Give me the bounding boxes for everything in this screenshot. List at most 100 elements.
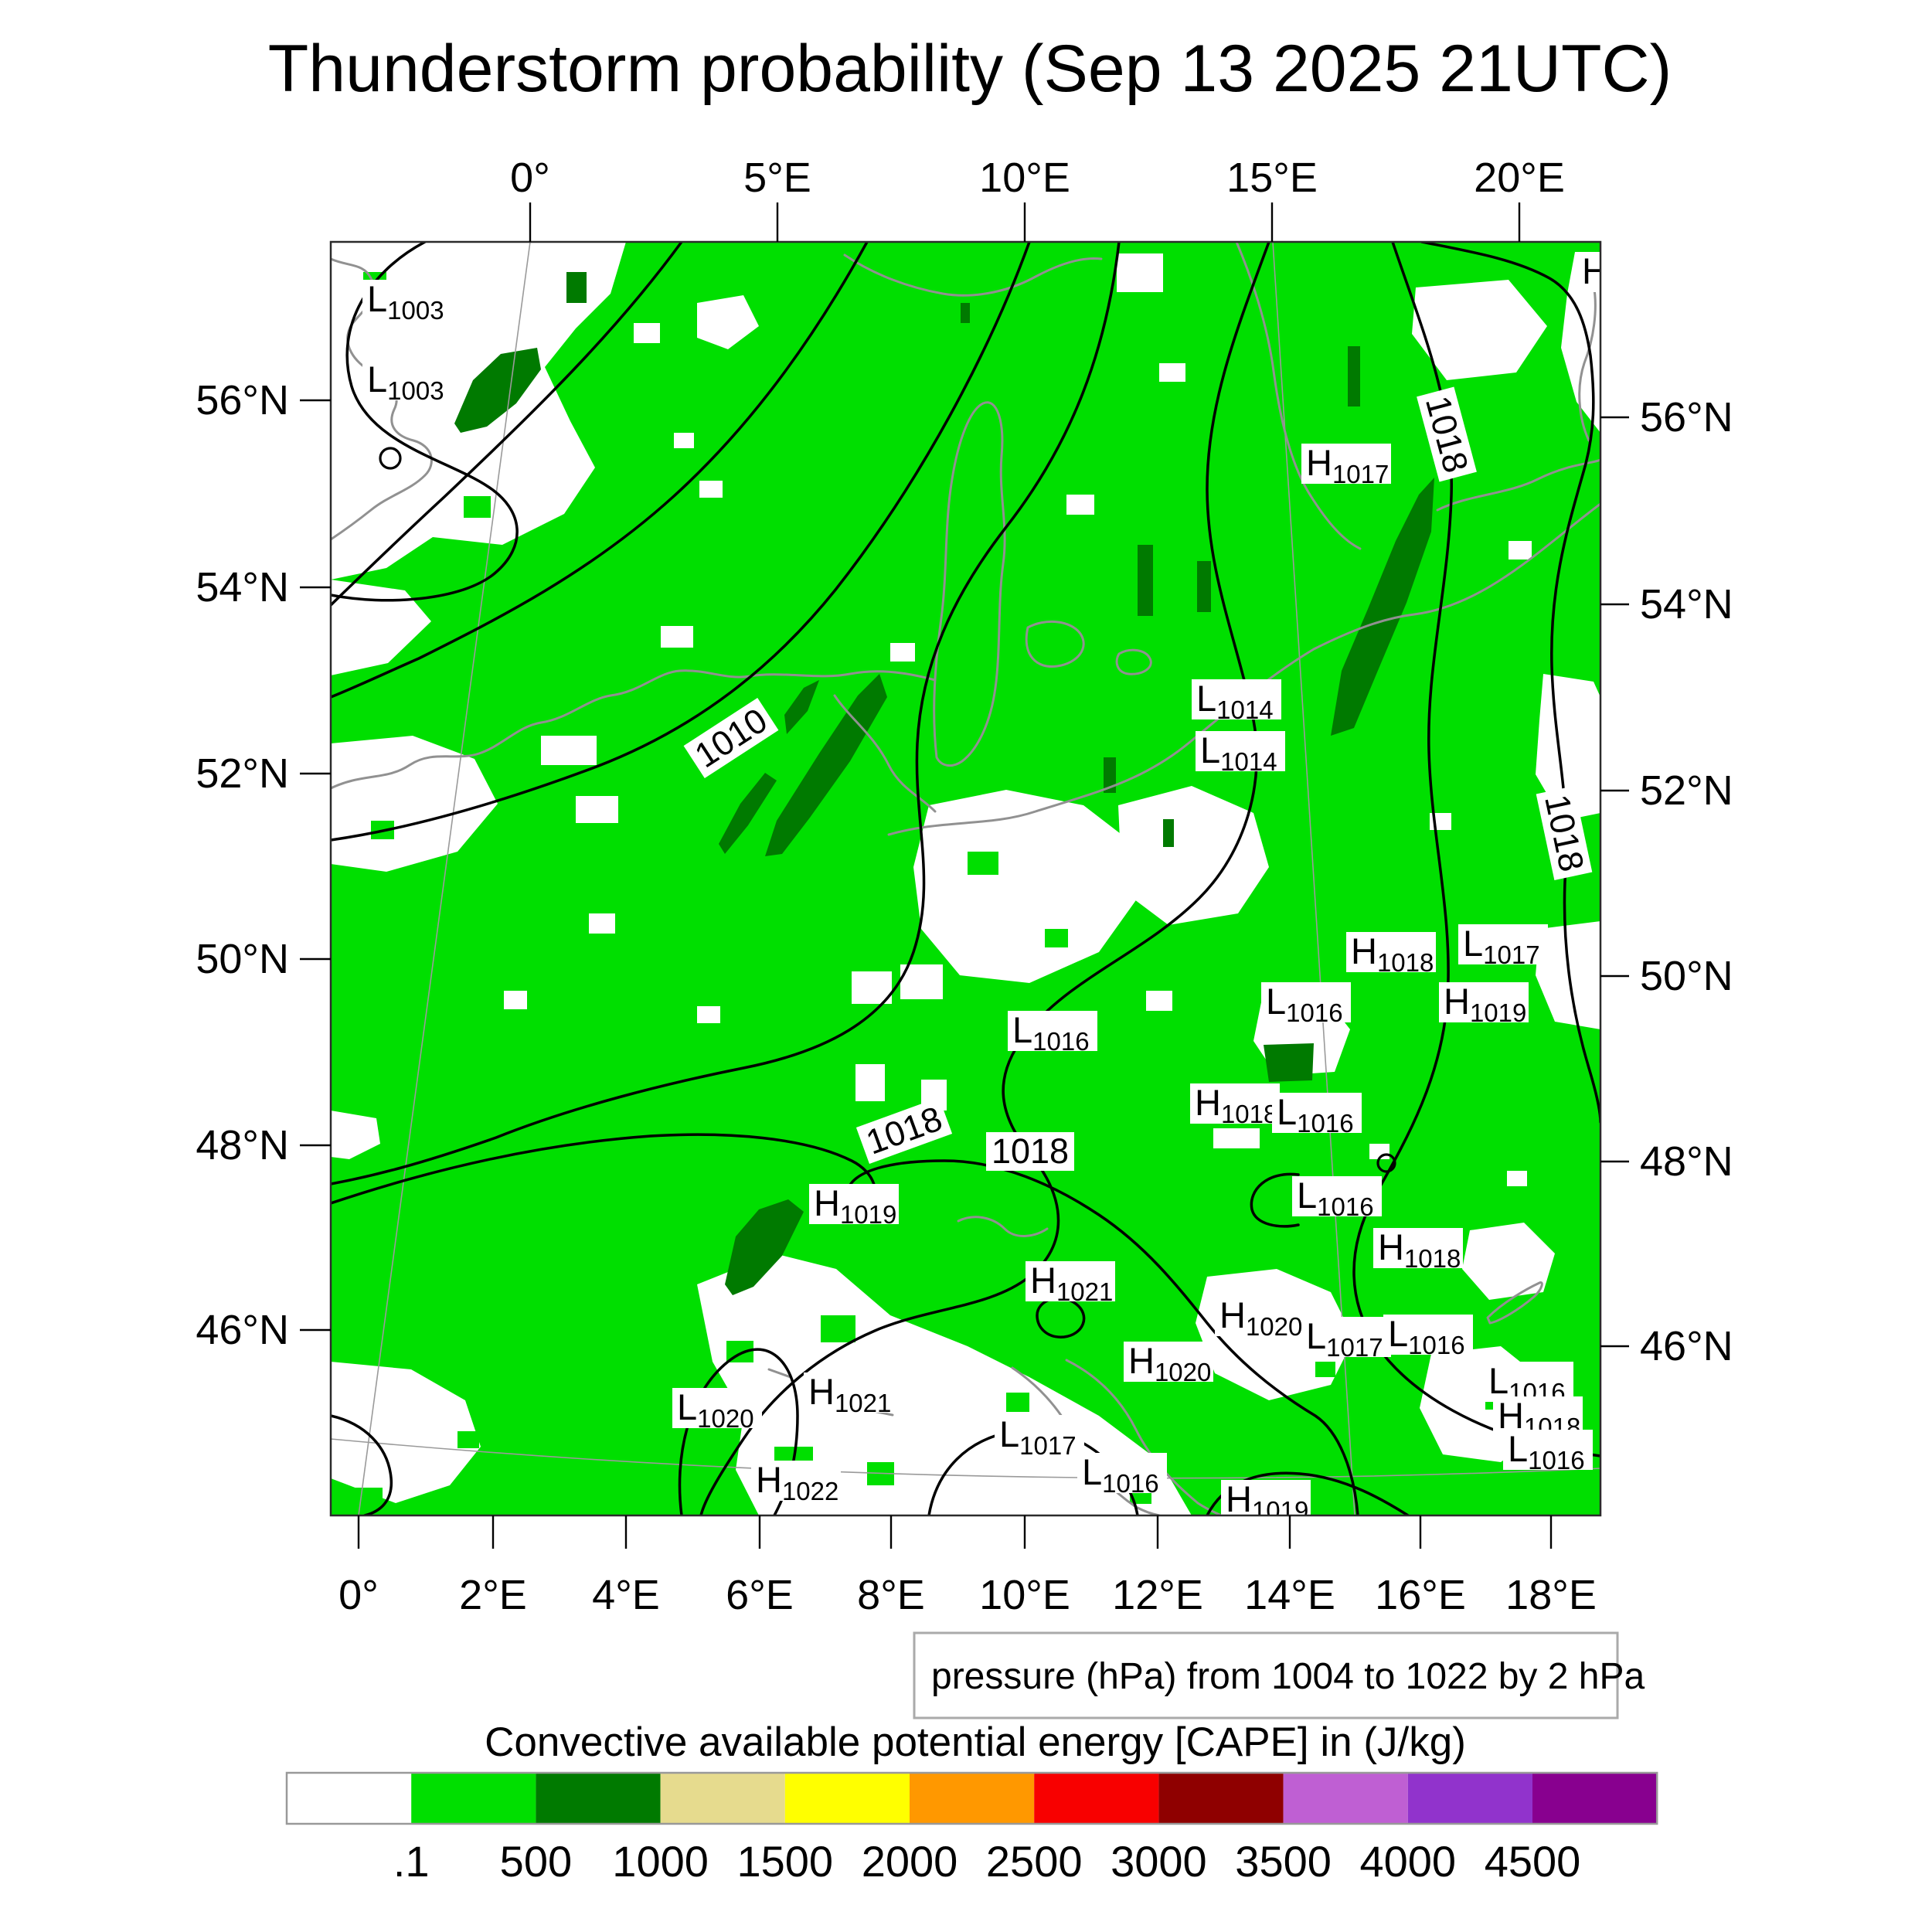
colorbar-outline	[285, 1771, 1658, 1825]
pressure-center-H1019: H1019	[1439, 981, 1529, 1027]
pressure-label-box	[1272, 1093, 1362, 1133]
pressure-center-H1022: H1022	[751, 1459, 841, 1505]
pressure-center-L1017: L1017	[1301, 1315, 1391, 1362]
coastline-sweden-west	[1235, 242, 1362, 550]
pressure-label-box	[1008, 1011, 1097, 1051]
right-axis-label: 50°N	[1640, 953, 1733, 999]
pressure-label-text: H1021	[808, 1371, 891, 1417]
isobar-label-1018: 1018	[986, 1131, 1074, 1171]
bottom-axis-label: 8°E	[857, 1572, 925, 1618]
bottom-axis-label: 16°E	[1375, 1572, 1466, 1618]
isobar-closed-small-2	[1376, 1153, 1396, 1173]
pressure-center-H1019: H1019	[1221, 1478, 1311, 1525]
pressure-label-text: L1017	[1463, 923, 1540, 969]
pressure-note-box	[913, 1631, 1619, 1719]
pressure-center-L1003: L1003	[362, 359, 452, 405]
pressure-label-box	[995, 1415, 1084, 1455]
right-axis-label: 54°N	[1640, 581, 1733, 628]
pressure-center-L1016: L1016	[1292, 1175, 1382, 1221]
pressure-label-text: H1019	[1226, 1478, 1308, 1525]
pressure-center-H1021: H1021	[804, 1371, 893, 1417]
isobar-1022-corner	[331, 1414, 393, 1515]
pressure-center-H1020: H1020	[1124, 1340, 1213, 1386]
colorbar-cell-7	[1158, 1773, 1284, 1824]
left-axis-label: 48°N	[196, 1122, 289, 1168]
colorbar-tick-label: 3500	[1235, 1837, 1332, 1886]
isobar-1018-far-east	[1420, 242, 1600, 1124]
colorbar: .1 500 1000 1500 2000 2500 3000 3500 4000 4500	[285, 1771, 1658, 1886]
pressure-center-H: H	[1577, 250, 1600, 292]
coastline-river	[957, 1216, 1049, 1237]
right-axis-label: 52°N	[1640, 767, 1733, 814]
pressure-label-text: L1014	[1196, 678, 1274, 724]
pressure-center-H1018: H1018	[1346, 930, 1436, 977]
pressure-label-box	[362, 360, 452, 400]
pressure-label-text: H1021	[1030, 1260, 1113, 1306]
coastline-sweden-south	[843, 253, 1103, 297]
pressure-label-text: L1020	[677, 1386, 754, 1433]
left-axis-label: 50°N	[196, 936, 289, 982]
meridian-0E	[358, 242, 531, 1515]
pressure-note-text: pressure (hPa) from 1004 to 1022 by 2 hP…	[931, 1656, 1645, 1697]
right-axis-label: 48°N	[1640, 1138, 1733, 1185]
coastline-lake-balaton	[1486, 1281, 1543, 1325]
pressure-label-text: H1018	[1378, 1226, 1461, 1273]
colorbar-tick-label: 4500	[1485, 1837, 1581, 1886]
bottom-axis-label: 0°	[338, 1572, 379, 1618]
pressure-label-text: H1022	[756, 1459, 838, 1505]
pressure-label-text: L1016	[1508, 1428, 1585, 1475]
pressure-label-box	[1301, 1317, 1391, 1357]
pressure-center-L1016: L1016	[1272, 1091, 1362, 1138]
coastline-vistula	[1578, 283, 1597, 442]
pressure-center-L1003: L1003	[362, 278, 452, 325]
pressure-center-H1018: H1018	[1373, 1226, 1463, 1273]
colorbar-cell-3	[660, 1773, 785, 1824]
top-axis-label: 15°E	[1226, 155, 1318, 201]
pressure-center-L1016: L1016	[1008, 1009, 1097, 1056]
pressure-center-L1020: L1020	[672, 1386, 762, 1433]
colorbar-tick-label: 2500	[986, 1837, 1083, 1886]
pressure-label-text: L1016	[1388, 1313, 1465, 1359]
isobar-1018-south	[331, 1133, 1359, 1515]
pressure-note: pressure (hPa) from 1004 to 1022 by 2 hP…	[913, 1631, 1645, 1719]
pressure-label-box	[1196, 731, 1285, 771]
pressure-label-text: H1019	[1444, 981, 1526, 1027]
bottom-axis-label: 12°E	[1112, 1572, 1203, 1618]
pressure-label-box	[1261, 982, 1351, 1022]
graticule-lines	[331, 242, 1600, 1515]
colorbar-tick-label: 500	[500, 1837, 572, 1886]
colorbar-cell-6	[1034, 1773, 1159, 1824]
colorbar-tick-label: 1000	[612, 1837, 709, 1886]
pressure-label-box	[1373, 1228, 1463, 1268]
pressure-center-H1018: H1018	[1190, 1082, 1280, 1128]
pressure-label-box	[1077, 1453, 1167, 1493]
pressure-label-box	[1458, 924, 1548, 964]
pressure-label-text: L1017	[999, 1413, 1077, 1460]
pressure-label-box	[1221, 1480, 1311, 1515]
pressure-label-text: L1014	[1200, 730, 1277, 776]
pressure-label-box	[1439, 982, 1529, 1022]
left-axis-label: 46°N	[196, 1307, 289, 1353]
pressure-label-text: H1018	[1351, 930, 1434, 977]
pressure-center-L1014: L1014	[1192, 678, 1281, 724]
pressure-label-text: L1016	[1012, 1009, 1090, 1056]
pressure-label-box	[1292, 1176, 1382, 1216]
isobar-label-box	[986, 1132, 1074, 1171]
cape-green-speckles	[352, 272, 1505, 1511]
coastline-north-sea	[331, 669, 937, 790]
colorbar-cell-0	[287, 1773, 412, 1824]
pressure-label-text: H1017	[1306, 442, 1389, 488]
pressure-label-box	[804, 1372, 893, 1413]
left-axis-label: 54°N	[196, 564, 289, 611]
colorbar-cell-1	[411, 1773, 536, 1824]
pressure-center-L1016: L1016	[1077, 1451, 1167, 1498]
pressure-label-text: H1020	[1219, 1294, 1302, 1341]
pressure-label-text: L1003	[367, 359, 444, 405]
pressure-label-text: L1016	[1297, 1175, 1374, 1221]
right-axis-label: 56°N	[1640, 394, 1733, 440]
pressure-label-box	[362, 280, 452, 320]
pressure-center-L1016: L1016	[1383, 1313, 1473, 1359]
colorbar-tick-label: 4000	[1360, 1837, 1457, 1886]
